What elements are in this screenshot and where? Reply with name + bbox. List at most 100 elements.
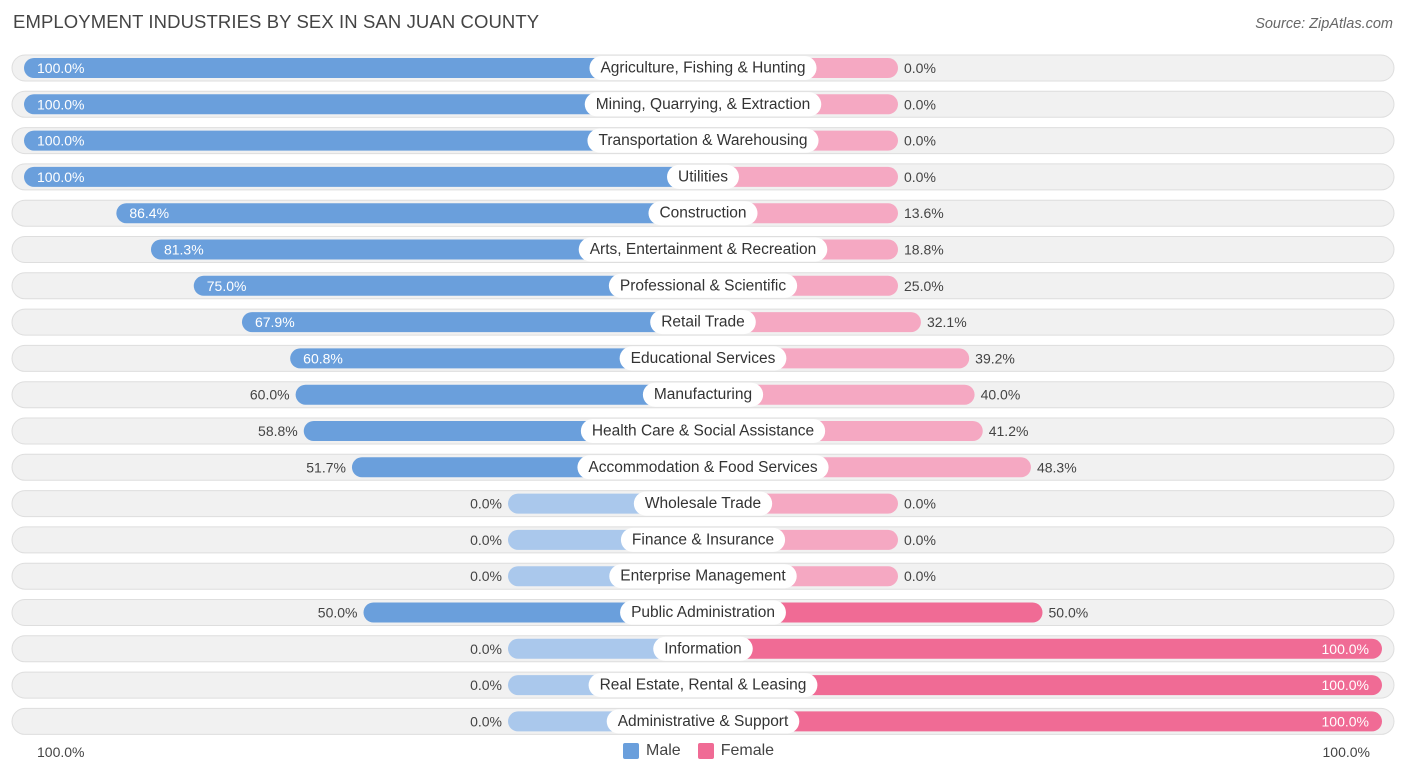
bar-male (295, 384, 703, 405)
category-label: Utilities (678, 168, 728, 185)
value-label-male: 100.0% (37, 133, 84, 149)
bar-male (150, 239, 703, 260)
bar-male (193, 275, 703, 296)
bar-male (116, 203, 704, 224)
category-label: Real Estate, Rental & Leasing (600, 677, 807, 694)
value-label-female: 100.0% (1322, 713, 1369, 729)
bar-male (363, 602, 703, 623)
bar-female (703, 166, 898, 187)
category-pill (577, 455, 829, 480)
value-label-female: 100.0% (1322, 677, 1369, 693)
value-label-male: 81.3% (164, 242, 204, 258)
category-label: Enterprise Management (620, 568, 786, 585)
category-label: Health Care & Social Assistance (592, 423, 814, 440)
value-label-female: 0.0% (904, 96, 936, 112)
value-label-male: 75.0% (207, 278, 247, 294)
value-label-male: 67.9% (255, 314, 295, 330)
category-label: Agriculture, Fishing & Hunting (600, 60, 805, 77)
category-pill (667, 164, 739, 189)
category-pill (580, 419, 826, 443)
chart-title: EMPLOYMENT INDUSTRIES BY SEX IN SAN JUAN… (13, 11, 540, 32)
value-label-male: 60.8% (303, 350, 343, 366)
value-label-female: 48.3% (1037, 459, 1077, 475)
category-pill (653, 636, 753, 661)
category-pill (587, 128, 819, 153)
bar-male (24, 94, 703, 115)
legend: Male Female (623, 742, 791, 760)
axis-right-label: 100.0% (1322, 744, 1370, 760)
value-label-male: 0.0% (470, 641, 502, 657)
value-label-male: 50.0% (318, 605, 358, 621)
value-label-female: 32.1% (927, 314, 967, 330)
bar-female (703, 675, 1382, 696)
value-label-male: 100.0% (37, 169, 84, 185)
bar-male (24, 166, 703, 187)
category-label: Educational Services (631, 350, 776, 367)
bar-male (24, 130, 703, 151)
category-label: Public Administration (631, 604, 775, 621)
value-label-female: 0.0% (904, 169, 936, 185)
source-credit: Source: ZipAtlas.com (1255, 16, 1393, 32)
category-pill (584, 92, 822, 117)
value-label-male: 0.0% (470, 496, 502, 512)
value-label-female: 40.0% (981, 387, 1021, 403)
axis-left-label: 100.0% (37, 744, 85, 760)
value-label-female: 18.8% (904, 242, 944, 258)
category-label: Administrative & Support (618, 713, 789, 730)
value-label-female: 0.0% (904, 532, 936, 548)
category-label: Arts, Entertainment & Recreation (590, 241, 817, 258)
bar-male (290, 348, 703, 369)
category-label: Manufacturing (654, 386, 752, 403)
category-label: Construction (659, 205, 746, 222)
value-label-male: 60.0% (250, 387, 290, 403)
legend-female: Female (697, 742, 775, 760)
value-label-female: 50.0% (1049, 605, 1089, 621)
bar-female (703, 384, 975, 405)
value-label-male: 0.0% (470, 532, 502, 548)
value-label-male: 100.0% (37, 60, 84, 76)
bar-female (703, 711, 1382, 732)
category-label: Retail Trade (661, 314, 745, 331)
value-label-male: 100.0% (37, 96, 84, 112)
value-label-female: 39.2% (975, 350, 1015, 366)
value-label-male: 58.8% (258, 423, 298, 439)
legend-female-swatch (697, 743, 714, 759)
category-pill (619, 346, 787, 371)
legend-male: Male (623, 742, 681, 760)
value-label-male: 51.7% (306, 459, 346, 475)
legend-male-label: Male (646, 742, 681, 759)
category-pill (620, 600, 786, 625)
category-label: Accommodation & Food Services (588, 459, 817, 476)
value-label-female: 0.0% (904, 60, 936, 76)
category-label: Information (664, 640, 742, 657)
category-pill (642, 382, 764, 407)
bar-male (241, 312, 704, 333)
value-label-female: 25.0% (904, 278, 944, 294)
category-pill (588, 673, 818, 698)
legend-male-swatch (623, 743, 639, 759)
category-label: Finance & Insurance (632, 531, 774, 548)
category-pill (609, 564, 797, 589)
category-pill (650, 310, 756, 335)
category-pill (608, 273, 798, 298)
category-pill (589, 56, 817, 80)
value-label-male: 0.0% (470, 677, 502, 693)
value-label-male: 86.4% (129, 205, 169, 221)
bar-male (24, 58, 703, 78)
value-label-female: 0.0% (904, 133, 936, 149)
value-label-female: 0.0% (904, 568, 936, 584)
bar-female (703, 638, 1382, 659)
category-label: Wholesale Trade (645, 495, 761, 512)
category-pill (578, 237, 828, 262)
bar-male (508, 638, 703, 659)
category-label: Professional & Scientific (620, 277, 787, 294)
category-pill (620, 527, 786, 552)
value-label-male: 0.0% (470, 568, 502, 584)
bar-female (703, 602, 1043, 623)
category-pill (648, 201, 758, 226)
legend-female-label: Female (720, 742, 775, 759)
bar-female (703, 312, 921, 333)
value-label-female: 0.0% (904, 496, 936, 512)
value-label-male: 0.0% (470, 713, 502, 729)
